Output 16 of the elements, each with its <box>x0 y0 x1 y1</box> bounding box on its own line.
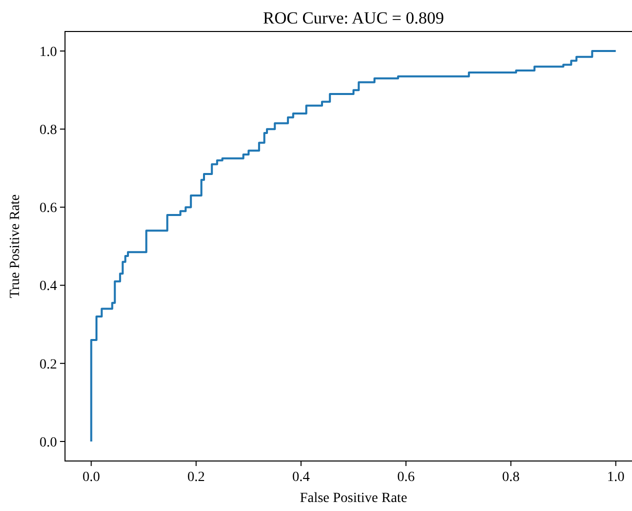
y-tick-label: 0.0 <box>40 435 57 450</box>
line-series <box>90 50 617 442</box>
x-tick-label: 1.0 <box>607 470 625 485</box>
x-tick-label: 0.4 <box>292 470 310 485</box>
x-tick-label: 0.6 <box>397 470 415 485</box>
y-tick-label: 1.0 <box>40 44 57 60</box>
y-tick-label: 0.2 <box>40 357 57 372</box>
y-tick-label: 0.4 <box>40 279 57 294</box>
y-axis-title: True Positive Rate <box>8 194 23 298</box>
y-tick-label: 0.6 <box>40 201 57 216</box>
x-axis-title: False Positive Rate <box>300 491 408 506</box>
y-tick-label: 0.8 <box>40 123 57 138</box>
x-tick-label: 0.0 <box>82 470 100 485</box>
chart-title: ROC Curve: AUC = 0.809 <box>262 8 444 28</box>
x-tick-label: 0.8 <box>502 470 520 485</box>
x-tick-label: 0.2 <box>187 470 205 485</box>
